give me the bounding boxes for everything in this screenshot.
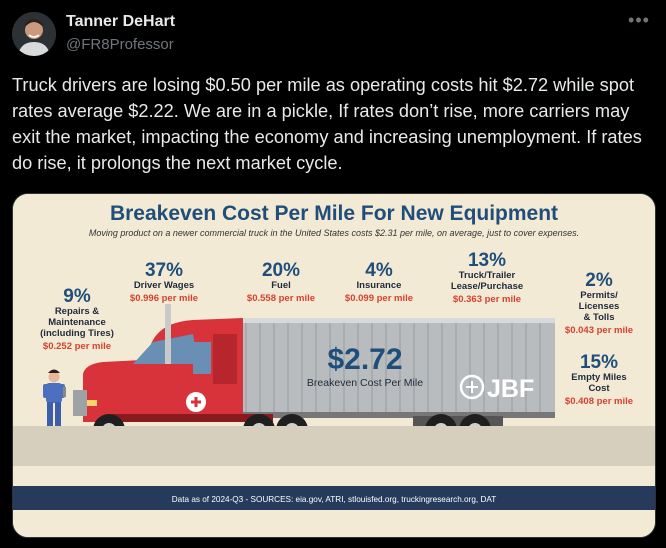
cost-item-value: $0.043 per mile: [565, 325, 633, 336]
trailer-rib: [259, 323, 261, 412]
total-breakeven-value: $2.72: [327, 343, 402, 376]
trailer-rib: [539, 323, 541, 412]
cost-item-value: $0.558 per mile: [247, 293, 315, 304]
trailer-rib: [385, 323, 387, 412]
cost-item: 2%Permits/Licenses& Tolls $0.043 per mile: [565, 270, 633, 336]
cost-item: 37%Driver Wages $0.996 per mile: [130, 260, 198, 304]
cost-item-percent: 37%: [145, 260, 183, 281]
mechanic-figure: [43, 369, 66, 433]
cost-item-percent: 9%: [63, 286, 91, 307]
trailer-rib: [287, 323, 289, 412]
cost-item-percent: 15%: [580, 352, 618, 373]
infographic: Breakeven Cost Per Mile For New Equipmen…: [13, 194, 655, 537]
truck-trailer: [237, 318, 555, 430]
avatar-photo: [12, 12, 56, 56]
trailer-rib: [329, 323, 331, 412]
infographic-subtitle: Moving product on a newer commercial tru…: [89, 228, 579, 238]
cost-item-value: $0.363 per mile: [453, 294, 521, 305]
trailer-rib: [469, 323, 471, 412]
cost-item-label: (including Tires): [40, 328, 114, 339]
cost-items: 9%Repairs &Maintenance(including Tires) $…: [40, 250, 633, 407]
more-horizontal-icon[interactable]: •••: [628, 10, 650, 30]
cost-item-label: & Tolls: [584, 312, 615, 323]
cost-item-value: $0.996 per mile: [130, 293, 198, 304]
trailer-rib: [357, 323, 359, 412]
cost-item-label: Maintenance: [48, 317, 106, 328]
jbf-logo-icon: JBF: [459, 374, 534, 403]
avatar[interactable]: [12, 12, 56, 56]
cost-item-percent: 4%: [365, 260, 393, 281]
trailer-rib: [315, 323, 317, 412]
trailer-rib: [483, 323, 485, 412]
author-name[interactable]: Tanner DeHart: [66, 13, 176, 30]
cost-item-value: $0.099 per mile: [345, 293, 413, 304]
cost-item-value: $0.408 per mile: [565, 396, 633, 407]
cost-item-percent: 20%: [262, 260, 300, 281]
trailer-rib: [511, 323, 513, 412]
trailer-rib: [399, 323, 401, 412]
trailer-rib: [497, 323, 499, 412]
sources-footer: Data as of 2024-Q3 - SOURCES: eia.gov, A…: [172, 495, 496, 504]
cost-item: 20%Fuel $0.558 per mile: [247, 260, 315, 304]
trailer-rib: [427, 323, 429, 412]
cost-item-percent: 2%: [585, 270, 613, 291]
cost-item-label: Lease/Purchase: [451, 281, 523, 292]
cost-item-label: Fuel: [271, 280, 291, 291]
cost-item: 9%Repairs &Maintenance(including Tires) $…: [40, 286, 114, 352]
logo-text: JBF: [487, 375, 534, 403]
author-handle[interactable]: @FR8Professor: [66, 36, 174, 53]
cost-item-percent: 13%: [468, 250, 506, 271]
trailer-rib: [245, 323, 247, 412]
cost-item-label: Insurance: [357, 280, 402, 291]
cost-item-label: Empty Miles: [571, 372, 626, 383]
trailer-rib: [273, 323, 275, 412]
cost-item-value: $0.252 per mile: [43, 341, 111, 352]
truck-cab: [73, 304, 273, 422]
trailer-rib: [525, 323, 527, 412]
cost-item: 4%Insurance $0.099 per mile: [345, 260, 413, 304]
infographic-title: Breakeven Cost Per Mile For New Equipmen…: [110, 202, 558, 225]
tweet-media-image[interactable]: Breakeven Cost Per Mile For New Equipmen…: [12, 193, 656, 538]
cost-item-label: Permits/: [580, 290, 618, 301]
cost-item-label: Driver Wages: [134, 280, 194, 291]
trailer-rib: [343, 323, 345, 412]
total-breakeven-label: Breakeven Cost Per Mile: [307, 377, 423, 389]
trailer-rib: [413, 323, 415, 412]
trailer-rib: [441, 323, 443, 412]
trailer-rib: [301, 323, 303, 412]
cost-item-label: Truck/Trailer: [459, 270, 516, 281]
trailer-rib: [455, 323, 457, 412]
tweet-text: Truck drivers are losing $0.50 per mile …: [12, 75, 642, 173]
cost-item-label: Licenses: [579, 301, 620, 312]
cost-item-label: Repairs &: [55, 306, 99, 317]
cost-item-label: Cost: [588, 383, 610, 394]
trailer-rib: [371, 323, 373, 412]
